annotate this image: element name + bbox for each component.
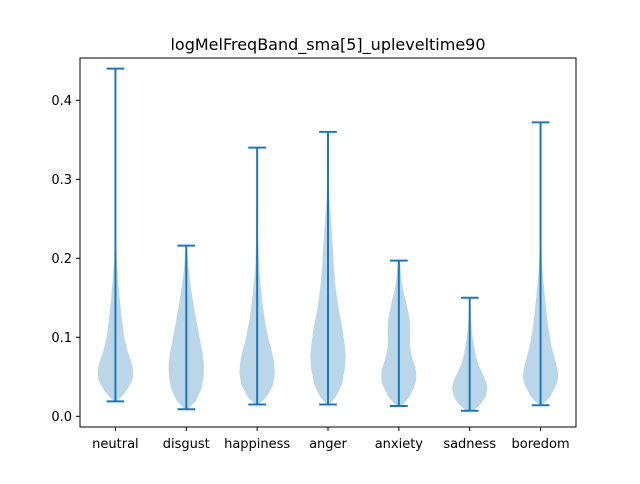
x-tick-label: sadness [443, 437, 496, 452]
y-tick-label: 0.3 [51, 173, 72, 188]
y-axis: 0.0 0.1 0.2 0.3 0.4 [51, 94, 80, 425]
x-tick-label: anxiety [375, 437, 424, 452]
plot-frame [79, 57, 577, 428]
y-tick-label: 0.2 [51, 252, 72, 267]
x-tick-label: neutral [92, 437, 139, 452]
chart-title: logMelFreqBand_sma[5]_upleveltime90 [170, 35, 485, 55]
x-tick-label: anger [309, 437, 347, 452]
x-tick-label: happiness [224, 437, 290, 452]
x-axis: neutral disgust happiness anger anxiety sadne… [92, 427, 570, 452]
x-tick-label: disgust [163, 437, 210, 452]
y-tick-label: 0.1 [51, 331, 72, 346]
x-tick-label: boredom [512, 437, 570, 452]
y-tick-label: 0.0 [51, 410, 72, 425]
y-tick-label: 0.4 [51, 94, 72, 109]
violins-layer [97, 67, 559, 412]
